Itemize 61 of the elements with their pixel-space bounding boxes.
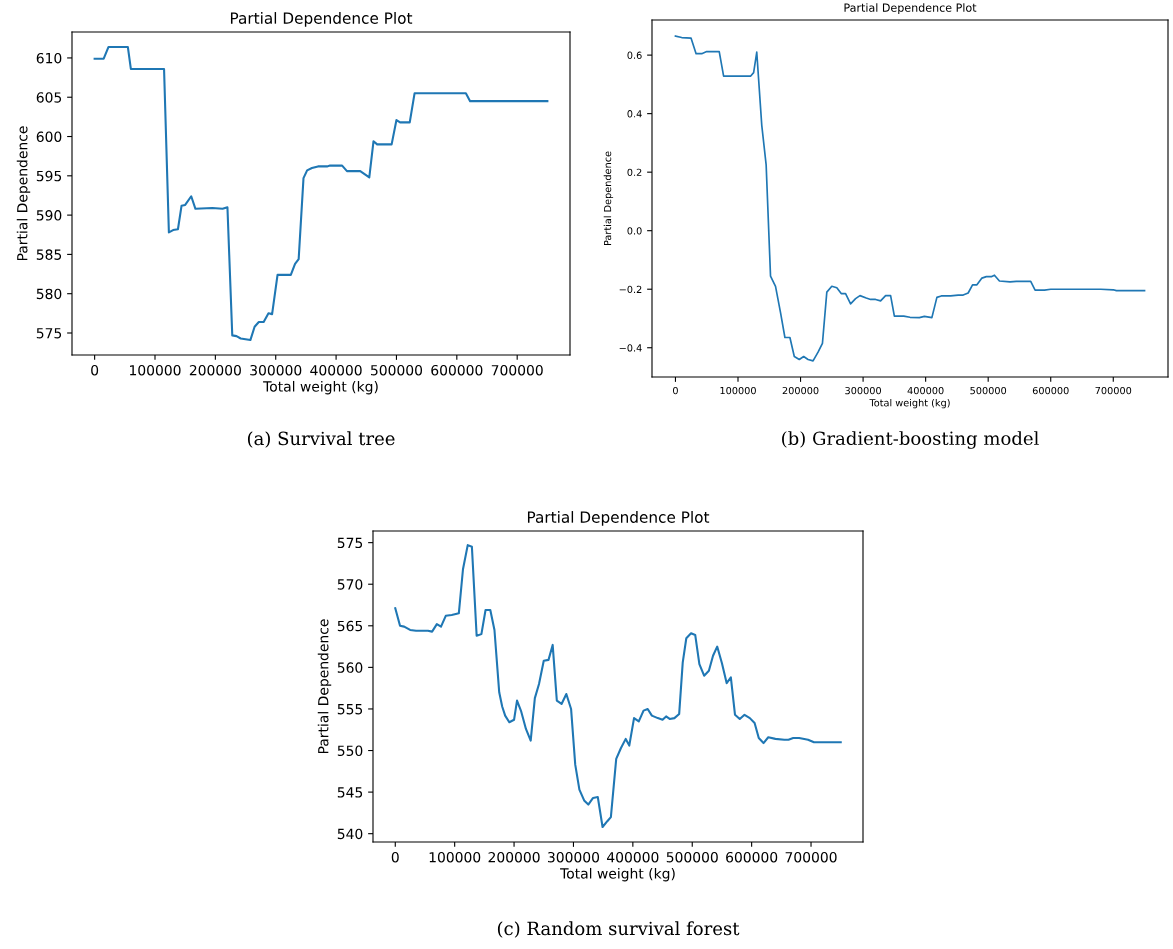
y-tick-label: 565 — [337, 620, 363, 632]
x-tick-label: 200000 — [782, 386, 819, 395]
y-tick-label: 0.4 — [627, 110, 642, 118]
y-tick-label: 580 — [36, 288, 62, 300]
line-series — [93, 45, 549, 342]
x-axis-title: Total weight (kg) — [263, 380, 378, 395]
chart-title: Partial Dependence Plot — [230, 12, 413, 27]
x-tick-label: 200000 — [189, 364, 241, 376]
y-tick-label: 0.0 — [627, 227, 642, 235]
y-axis-title: Partial Dependence — [603, 151, 614, 246]
y-axis-title: Partial Dependence — [16, 126, 31, 261]
x-tick-label: 300000 — [845, 386, 881, 395]
y-tick-label: 605 — [36, 92, 62, 103]
y-axis-title: Partial Dependence — [317, 619, 332, 754]
x-tick-label: 0 — [91, 364, 99, 376]
x-tick-label: 200000 — [488, 851, 540, 863]
x-tick-label: 600000 — [726, 851, 778, 863]
x-tick-label: 100000 — [429, 851, 481, 863]
x-tick-label: 300000 — [250, 364, 302, 376]
x-tick-label: 100000 — [720, 386, 756, 395]
y-tick-label: 540 — [337, 828, 363, 840]
y-tick-label: 610 — [36, 52, 62, 64]
text: (b) Gradient-boosting model — [782, 431, 1039, 449]
y-tick-label: 590 — [36, 210, 62, 221]
x-tick-label: 300000 — [548, 851, 600, 863]
x-tick-label: 500000 — [970, 386, 1007, 395]
y-tick-label: −0.2 — [619, 285, 642, 294]
y-tick-label: 585 — [36, 249, 62, 260]
line-series — [394, 544, 842, 829]
x-tick-label: 400000 — [607, 851, 659, 863]
y-tick-label: 0.2 — [627, 168, 642, 176]
chart-title: Partial Dependence Plot — [844, 3, 977, 14]
y-tick-label: 575 — [36, 328, 62, 339]
x-tick-label: 600000 — [431, 364, 483, 376]
y-tick-label: −0.4 — [619, 344, 642, 352]
y-tick-label: 595 — [36, 170, 62, 182]
x-tick-label: 500000 — [666, 851, 718, 863]
x-tick-label: 0 — [673, 386, 678, 395]
x-tick-label: 0 — [391, 851, 399, 863]
x-tick-label: 700000 — [785, 851, 837, 863]
y-tick-label: 600 — [36, 131, 62, 142]
text: (c) Random survival forest — [497, 921, 740, 938]
y-tick-label: 560 — [337, 662, 363, 673]
x-tick-label: 600000 — [1032, 386, 1069, 395]
x-tick-label: 400000 — [310, 364, 362, 376]
x-tick-label: 700000 — [1095, 386, 1132, 395]
x-tick-label: 500000 — [371, 364, 423, 376]
y-tick-label: 0.6 — [627, 51, 642, 59]
line-series — [674, 35, 1146, 362]
y-tick-label: 550 — [337, 745, 363, 756]
y-tick-label: 555 — [337, 704, 363, 715]
x-axis-title: Total weight (kg) — [869, 398, 950, 409]
text: (a) Survival tree — [247, 431, 395, 448]
y-tick-label: 545 — [337, 787, 363, 798]
chart-title: Partial Dependence Plot — [527, 511, 710, 526]
y-tick-label: 575 — [337, 537, 363, 549]
x-axis-title: Total weight (kg) — [560, 867, 675, 882]
x-tick-label: 100000 — [130, 364, 181, 376]
x-tick-label: 400000 — [907, 386, 944, 395]
x-tick-label: 700000 — [491, 364, 543, 376]
y-tick-label: 570 — [337, 579, 363, 590]
